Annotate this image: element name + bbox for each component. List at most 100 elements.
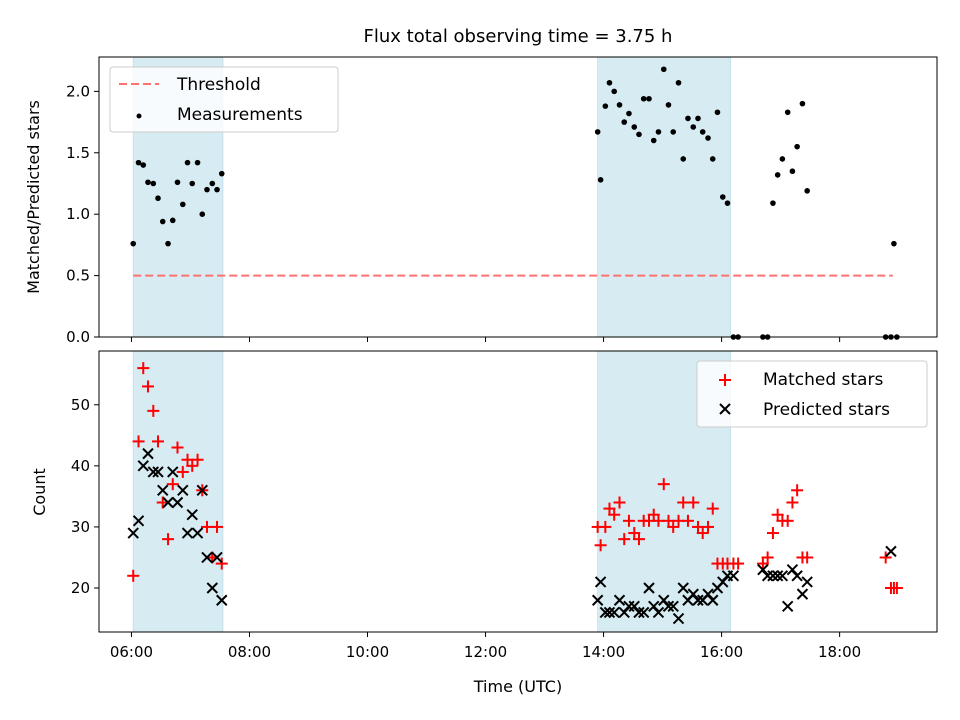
predicted-star-marker-b [776, 570, 789, 582]
predicted-star-marker [211, 551, 223, 564]
predicted-star-marker-b [191, 527, 204, 539]
measurement-point [705, 135, 711, 141]
matched-star-marker [127, 569, 140, 582]
matched-star-marker [599, 520, 612, 533]
shaded-interval-1 [597, 56, 731, 338]
shaded-interval-0 [132, 350, 224, 633]
top-axes-frame [98, 56, 938, 338]
predicted-star-marker [201, 551, 213, 564]
predicted-star-marker-b [702, 588, 714, 600]
predicted-star-marker-b [672, 612, 685, 625]
predicted-star-marker [692, 594, 704, 606]
measurement-points [130, 66, 900, 340]
legend-measurements-label: Measurements [177, 105, 303, 125]
bottom-legend: Matched stars Predicted stars [696, 360, 928, 428]
predicted-star-marker-b [613, 594, 626, 606]
predicted-star-marker [761, 570, 774, 582]
predicted-star-marker [152, 466, 164, 478]
predicted-star-marker-b [181, 527, 194, 539]
predicted-star-marker-b [786, 563, 799, 576]
matched-star-marker [687, 496, 700, 509]
matched-star-marker [215, 557, 228, 570]
measurement-point [804, 188, 810, 194]
measurement-point [770, 200, 776, 206]
predicted-star-marker-b [767, 570, 779, 582]
matched-star-marker [603, 502, 616, 515]
predicted-star-marker-b [127, 527, 139, 539]
predicted-star-marker-b [201, 551, 213, 564]
matched-star-marker [756, 557, 769, 570]
matched-star-marker [166, 478, 179, 491]
matched-star-marker [691, 520, 704, 533]
measurement-point [150, 180, 157, 187]
measurement-point [779, 156, 786, 162]
top-legend-box [109, 66, 339, 133]
measurement-point [891, 240, 897, 247]
predicted-star-marker-b [162, 496, 174, 509]
predicted-star-marker [672, 612, 685, 625]
bottom-legend-box [696, 360, 928, 428]
measurement-point [626, 110, 632, 117]
predicted-star-marker-b [171, 496, 184, 509]
measurement-point [670, 129, 677, 135]
predicted-star-marker-b [643, 582, 655, 594]
predicted-star-marker [677, 582, 689, 594]
predicted-star-marker [613, 594, 626, 606]
measurement-point [789, 168, 796, 175]
predicted-star-marker-b [167, 466, 179, 478]
bottom-ytick-label: 20 [71, 579, 90, 597]
predicted-star-marker-b [147, 466, 160, 478]
matched-star-marker [761, 551, 774, 564]
predicted-star-marker-b [599, 606, 612, 619]
bottom-xtick-label: 16:00 [700, 643, 743, 661]
predicted-star-marker-b [707, 594, 719, 606]
measurement-point [169, 217, 176, 224]
measurement-point [719, 194, 726, 200]
matched-star-marker [176, 465, 189, 478]
matched-star-marker [200, 520, 213, 533]
measurement-point [597, 177, 604, 183]
bottom-xtick-label: 08:00 [228, 643, 271, 661]
measurement-point [165, 240, 171, 247]
measurement-point [218, 170, 225, 177]
measurement-point [606, 79, 613, 86]
bottom-xtick-label: 06:00 [110, 643, 153, 661]
predicted-star-marker [801, 576, 813, 588]
legend-predicted-label: Predicted stars [763, 400, 890, 420]
predicted-star-marker [594, 576, 607, 588]
measurement-point [180, 201, 186, 208]
measurement-point [636, 131, 642, 138]
matched-star-marker [681, 514, 694, 527]
measurement-point [794, 143, 800, 150]
predicted-star-marker-b [206, 582, 219, 594]
measurement-point [194, 159, 201, 166]
measurement-point [140, 162, 147, 168]
matched-star-marker [890, 582, 903, 595]
predicted-star-marker [791, 570, 803, 582]
measurement-point [675, 79, 682, 86]
predicted-star-marker-b [692, 594, 704, 606]
predicted-star-marker-b [648, 600, 660, 613]
matched-star-marker [594, 539, 607, 552]
predicted-star-marker-b [137, 460, 149, 472]
measurement-point [594, 129, 601, 135]
predicted-star-marker-b [662, 600, 675, 613]
matched-star-marker [706, 502, 719, 515]
matched-star-marker [181, 453, 194, 466]
bottom-axes-frame [98, 350, 938, 633]
predicted-star-marker-b [652, 606, 665, 619]
measurement-point [189, 180, 196, 187]
matched-star-marker [191, 453, 204, 466]
bottom-xtick-label: 18:00 [818, 643, 861, 661]
predicted-star-marker-b [796, 588, 809, 600]
predicted-star-marker [177, 484, 189, 496]
ratio-panel: 0.00.51.01.52.0 Matched/Predicted stars … [24, 56, 938, 346]
matched-star-marker [162, 533, 175, 546]
bottom-shaded-intervals [132, 350, 731, 633]
measurement-point [774, 172, 781, 178]
predicted-star-marker-b [157, 484, 169, 496]
measurement-point [690, 124, 697, 130]
predicted-star-marker [142, 447, 154, 460]
matched-star-marker [652, 514, 665, 527]
matched-star-marker [657, 478, 670, 491]
